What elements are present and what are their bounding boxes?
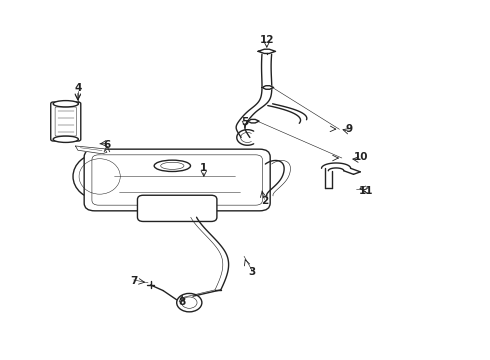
Text: 8: 8 — [178, 297, 186, 307]
Text: 3: 3 — [248, 267, 256, 277]
FancyBboxPatch shape — [84, 149, 270, 211]
Polygon shape — [75, 146, 107, 154]
Text: 9: 9 — [345, 123, 353, 134]
Text: 6: 6 — [103, 140, 111, 149]
Text: 11: 11 — [359, 186, 373, 195]
Text: 2: 2 — [261, 196, 268, 206]
Ellipse shape — [53, 136, 78, 143]
Text: 5: 5 — [242, 117, 248, 126]
Polygon shape — [258, 49, 275, 54]
Ellipse shape — [154, 160, 191, 171]
Polygon shape — [262, 86, 273, 89]
FancyBboxPatch shape — [138, 195, 217, 221]
Text: 4: 4 — [74, 83, 81, 93]
Text: 1: 1 — [200, 163, 207, 172]
Ellipse shape — [53, 100, 78, 107]
Text: 7: 7 — [130, 276, 137, 286]
Ellipse shape — [73, 153, 126, 199]
FancyBboxPatch shape — [51, 102, 81, 141]
Text: 12: 12 — [260, 35, 274, 45]
Text: 10: 10 — [354, 152, 368, 162]
Polygon shape — [247, 120, 259, 123]
